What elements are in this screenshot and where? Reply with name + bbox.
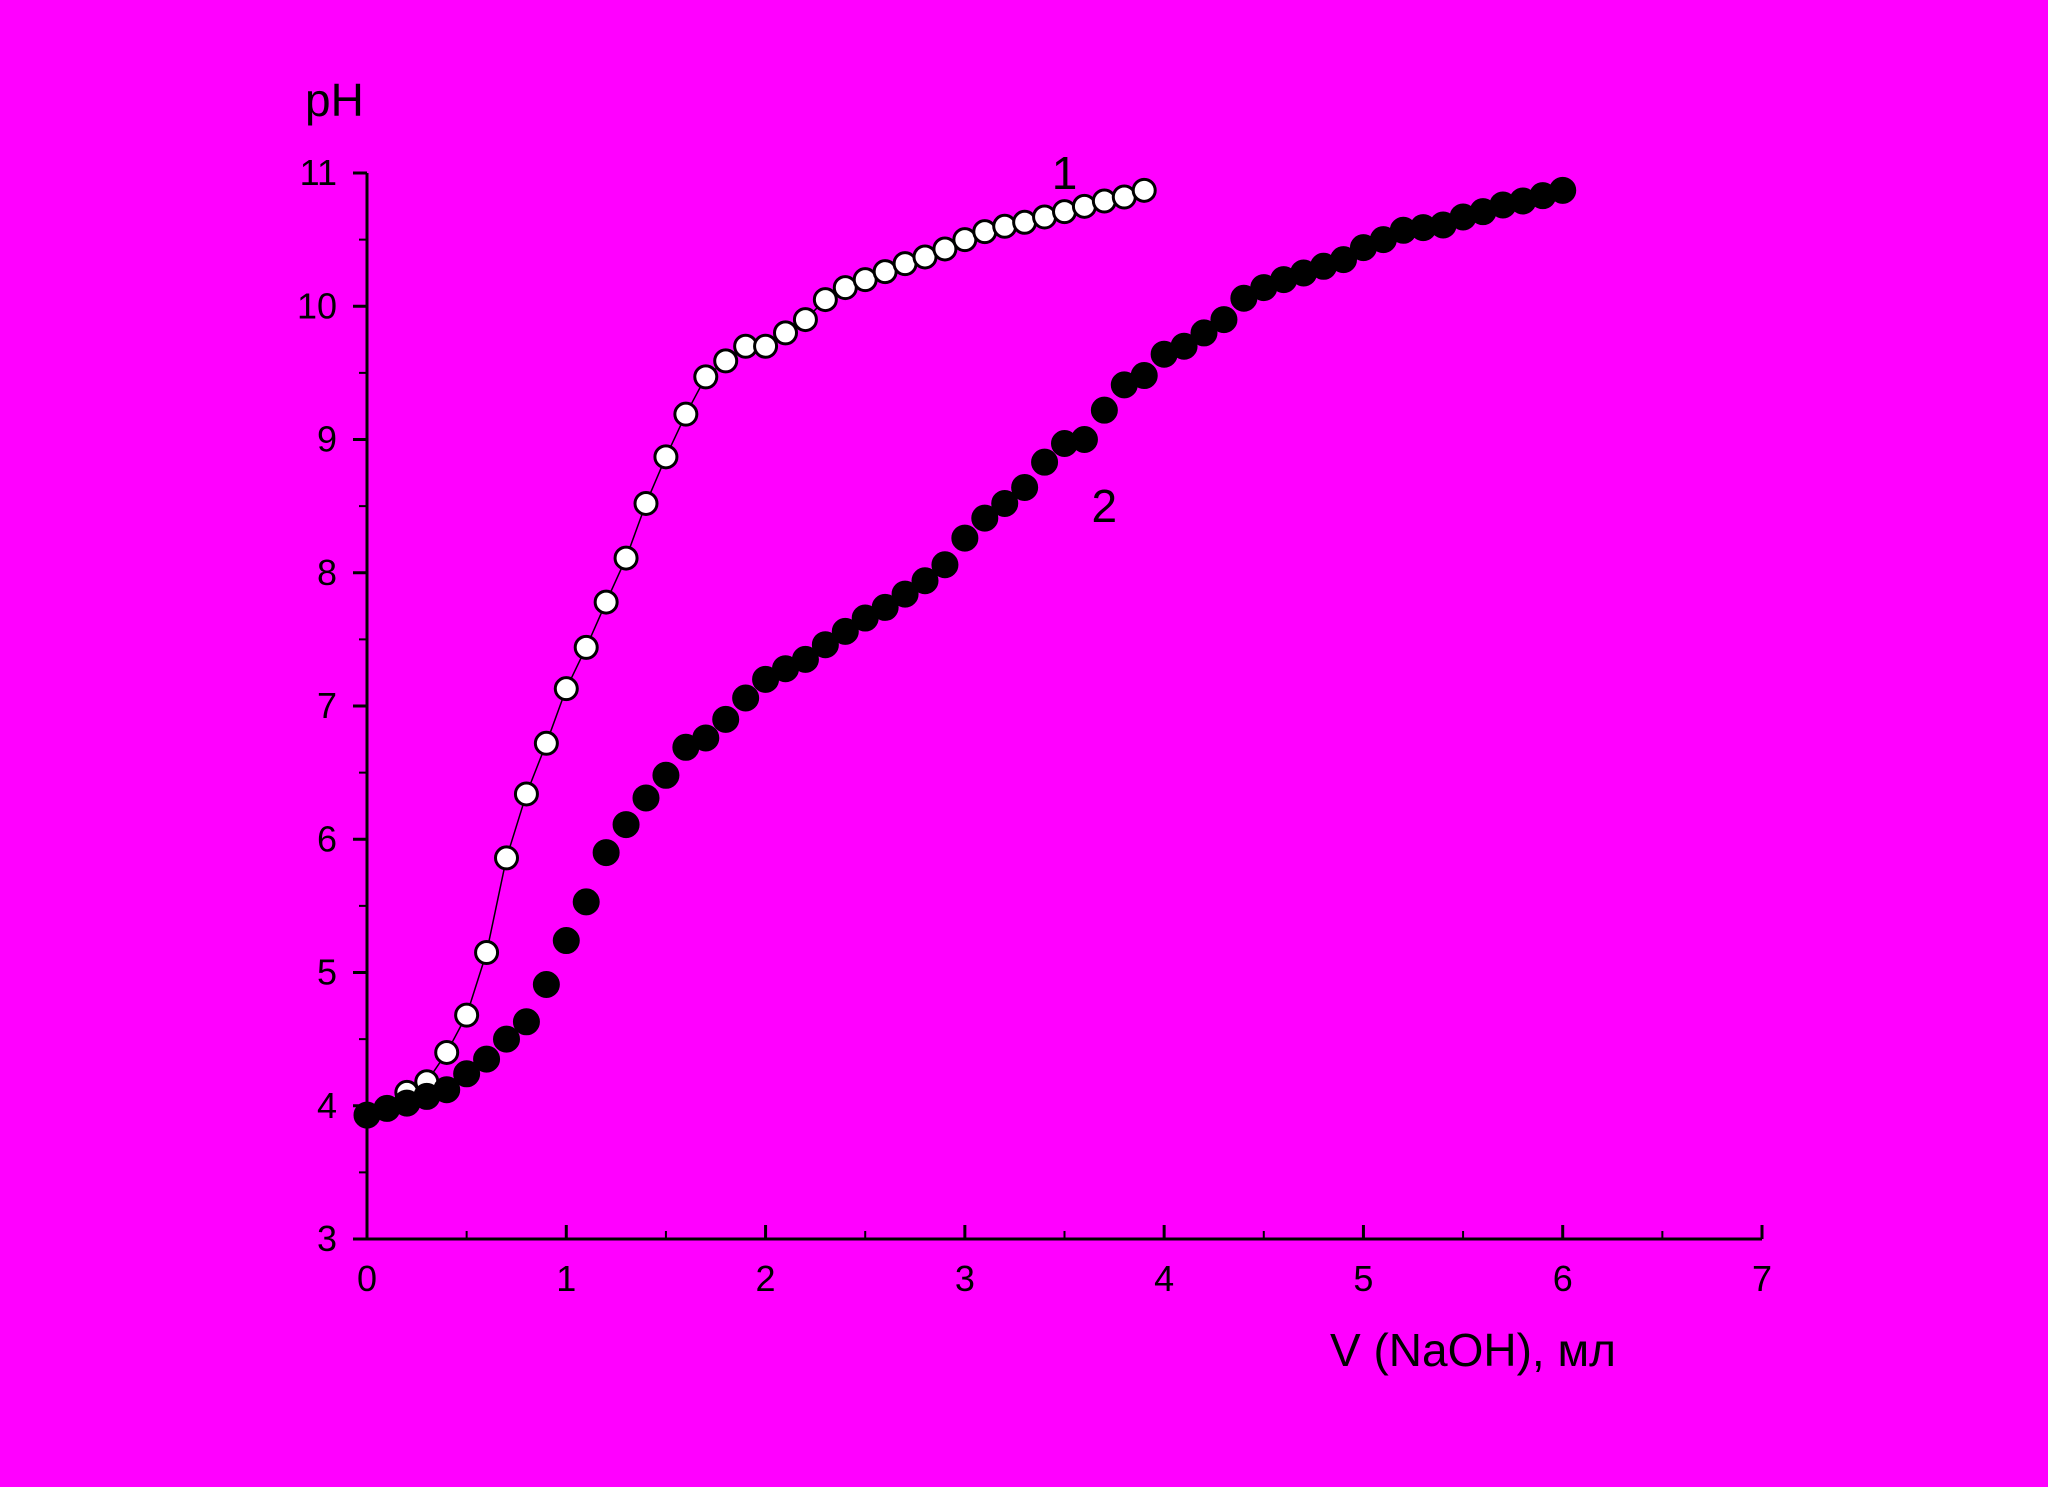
data-point — [773, 320, 798, 346]
data-point — [1549, 176, 1577, 204]
y-tick-label: 10 — [297, 285, 337, 326]
data-point — [911, 567, 939, 595]
data-point — [1011, 473, 1039, 501]
data-point — [512, 1008, 540, 1036]
data-point — [433, 1076, 461, 1104]
series-2: 2 — [353, 176, 1577, 1129]
data-point — [992, 213, 1018, 239]
x-tick-label: 4 — [1154, 1258, 1174, 1299]
data-point — [434, 1039, 460, 1065]
data-point — [1330, 246, 1357, 274]
data-point — [931, 551, 959, 579]
data-point — [453, 1060, 481, 1088]
data-point — [553, 676, 579, 702]
data-point — [454, 1002, 480, 1028]
data-point — [533, 730, 559, 756]
x-tick-label: 7 — [1752, 1258, 1772, 1299]
data-point — [1070, 426, 1098, 453]
data-point — [971, 504, 999, 532]
series-layer: 12 — [353, 147, 1577, 1129]
data-point — [474, 940, 500, 966]
data-point — [652, 761, 680, 789]
x-tick-label: 1 — [556, 1258, 576, 1299]
data-point — [712, 705, 740, 733]
series-1: 1 — [354, 147, 1157, 1128]
data-point — [1130, 362, 1158, 390]
data-point — [732, 684, 760, 712]
y-tick-label: 7 — [317, 685, 337, 726]
y-tick-label: 3 — [317, 1218, 337, 1259]
data-point — [572, 888, 600, 916]
data-point — [951, 524, 979, 552]
data-point — [932, 236, 958, 262]
x-tick-label: 6 — [1553, 1258, 1573, 1299]
data-point — [573, 634, 599, 660]
data-point — [1190, 319, 1218, 347]
data-point — [1090, 396, 1118, 424]
data-point — [1210, 306, 1238, 334]
axes — [365, 173, 1762, 1241]
x-tick-label: 0 — [357, 1258, 377, 1299]
data-point — [593, 589, 619, 615]
y-tick-label: 8 — [317, 552, 337, 593]
data-point — [791, 645, 819, 673]
x-tick-label: 3 — [955, 1258, 975, 1299]
y-axis-title: pH — [305, 74, 364, 126]
data-point — [653, 444, 679, 470]
data-point — [792, 307, 818, 333]
data-point — [831, 617, 859, 645]
data-point — [473, 1045, 501, 1073]
data-point — [1170, 332, 1198, 360]
series-label: 1 — [1052, 147, 1078, 199]
series-line — [366, 189, 1145, 1116]
data-point — [1091, 188, 1117, 214]
y-tick-label: 5 — [317, 952, 337, 993]
data-point — [673, 401, 699, 427]
data-point — [1131, 177, 1157, 203]
data-point — [693, 364, 719, 390]
data-point — [592, 839, 620, 867]
data-point — [493, 1025, 520, 1053]
ticks: 0 1 2 3 4 5 6 7 3 4 5 6 7 8 9 10 11 — [297, 152, 1772, 1299]
data-point — [513, 781, 539, 807]
y-tick-label: 4 — [317, 1085, 337, 1126]
data-point — [613, 545, 639, 571]
series-label: 2 — [1092, 480, 1118, 532]
data-point — [812, 287, 838, 313]
data-point — [713, 348, 739, 374]
x-axis-title: V (NaOH), мл — [1330, 1324, 1616, 1376]
data-point — [632, 784, 660, 812]
data-point — [871, 593, 899, 621]
data-point — [532, 970, 560, 998]
data-point — [633, 490, 659, 516]
data-point — [991, 489, 1019, 517]
data-point — [692, 724, 720, 752]
data-point — [552, 927, 580, 955]
data-point — [753, 333, 779, 359]
y-tick-label: 9 — [317, 419, 337, 460]
data-point — [891, 580, 919, 608]
y-tick-label: 6 — [317, 818, 337, 859]
data-point — [494, 845, 519, 871]
x-tick-label: 2 — [756, 1258, 776, 1299]
data-point — [1031, 448, 1059, 476]
data-point — [612, 811, 640, 839]
y-tick-label: 11 — [300, 152, 337, 193]
data-point — [811, 631, 839, 659]
x-tick-label: 5 — [1353, 1258, 1373, 1299]
